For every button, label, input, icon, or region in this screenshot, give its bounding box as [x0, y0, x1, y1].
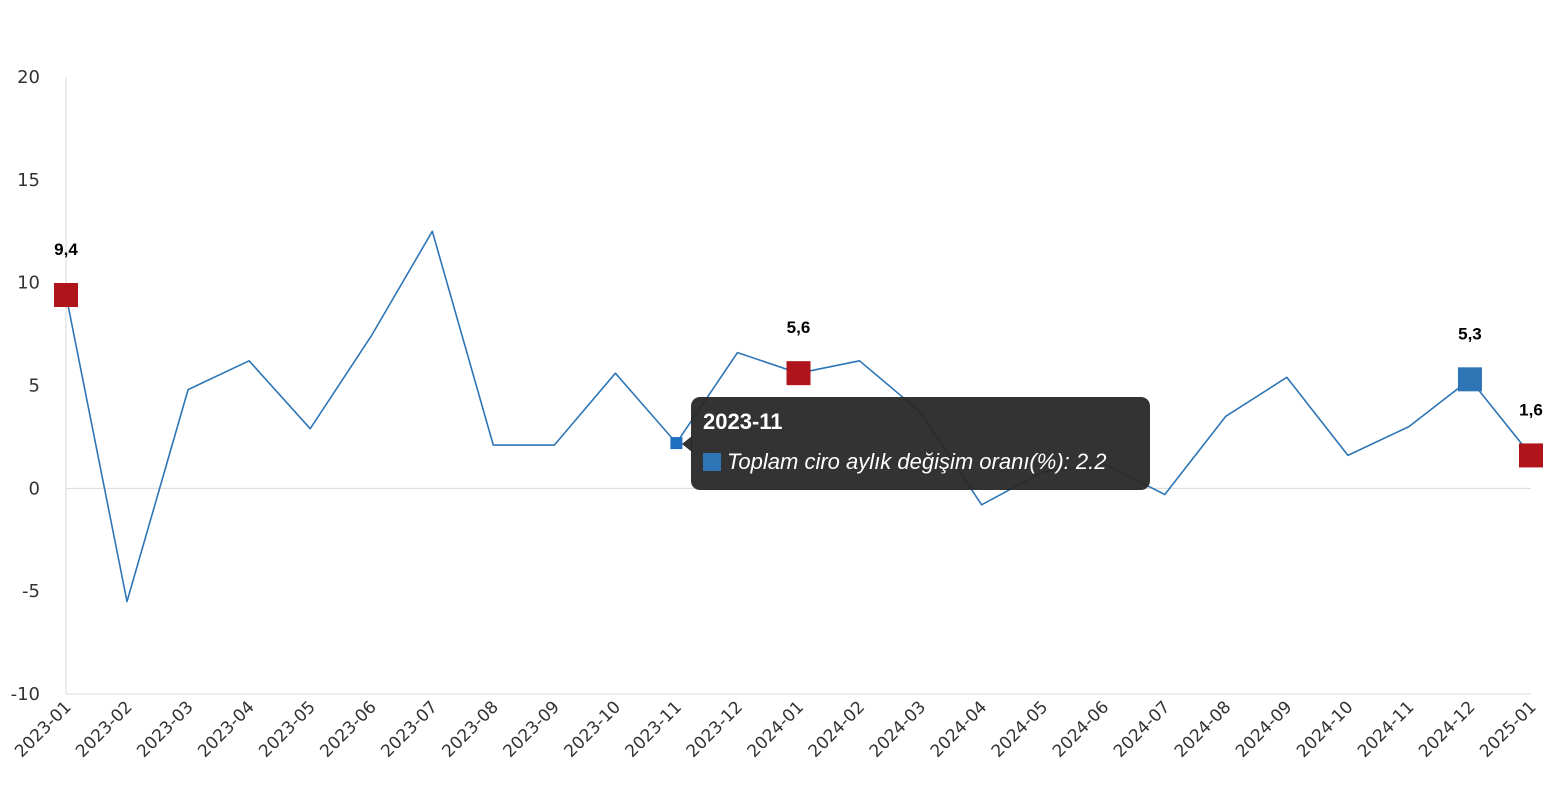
data-label: 5,6 [787, 318, 811, 337]
x-tick-label: 2024-09 [1232, 697, 1296, 761]
x-tick-label: 2024-08 [1171, 697, 1235, 761]
x-tick-label: 2023-06 [316, 697, 380, 761]
data-point[interactable] [243, 355, 255, 367]
y-axis-ticks: 20 15 10 5 0 -5 -10 [11, 67, 40, 705]
data-label: 5,3 [1458, 324, 1482, 343]
x-tick-label: 2023-08 [438, 697, 502, 761]
data-label: 9,4 [54, 240, 78, 259]
y-tick-label: -10 [11, 684, 40, 705]
x-tick-label: 2023-03 [133, 697, 197, 761]
y-tick-label: 10 [17, 273, 40, 294]
y-tick-label: -5 [22, 581, 40, 602]
data-point[interactable] [976, 499, 988, 511]
data-point[interactable] [426, 225, 438, 237]
data-labels: 9,4 5,6 5,3 1,6 [54, 240, 1543, 419]
tooltip-title: 2023-11 [703, 409, 783, 434]
x-tick-label: 2024-04 [927, 697, 991, 761]
y-tick-label: 0 [29, 478, 40, 499]
data-point[interactable] [854, 355, 866, 367]
x-tick-label: 2023-01 [11, 697, 75, 761]
tooltip-row: Toplam ciro aylık değişim oranı(%): 2.2 [703, 449, 1138, 475]
highlight-marker[interactable] [54, 283, 78, 308]
x-tick-label: 2025-01 [1476, 697, 1540, 761]
x-tick-label: 2023-04 [194, 697, 258, 761]
x-tick-label: 2024-07 [1110, 697, 1174, 761]
x-tick-label: 2024-12 [1415, 697, 1479, 761]
x-tick-label: 2024-02 [805, 697, 869, 761]
tooltip-arrow [682, 436, 692, 452]
data-point[interactable] [487, 439, 499, 451]
x-tick-label: 2024-10 [1293, 697, 1357, 761]
data-point[interactable] [365, 330, 377, 342]
data-point[interactable] [1403, 421, 1415, 433]
x-tick-label: 2023-02 [72, 697, 136, 761]
x-tick-label: 2024-01 [744, 697, 808, 761]
highlight-markers [54, 283, 1543, 468]
highlight-marker[interactable] [1457, 367, 1482, 392]
data-point[interactable] [182, 384, 194, 396]
x-tick-label: 2023-10 [561, 697, 625, 761]
x-tick-label: 2023-07 [377, 697, 441, 761]
data-point[interactable] [304, 423, 316, 435]
data-point[interactable] [1159, 489, 1171, 501]
x-axis-ticks: 2023-012023-022023-032023-042023-052023-… [11, 697, 1540, 761]
data-point[interactable] [731, 347, 743, 359]
data-point[interactable] [1220, 410, 1232, 422]
y-tick-label: 5 [29, 376, 40, 397]
data-point[interactable] [1281, 371, 1293, 383]
y-tick-label: 15 [17, 170, 40, 191]
hover-point-marker[interactable] [670, 437, 683, 450]
highlight-marker[interactable] [1519, 443, 1543, 468]
data-label: 1,6 [1519, 400, 1543, 419]
x-tick-label: 2023-05 [255, 697, 319, 761]
tooltip-text: Toplam ciro aylık değişim oranı(%): 2.2 [727, 449, 1107, 474]
data-point[interactable] [609, 367, 621, 379]
x-tick-label: 2024-05 [988, 697, 1052, 761]
highlight-marker[interactable] [786, 361, 811, 386]
x-tick-label: 2024-06 [1049, 697, 1113, 761]
x-tick-label: 2023-09 [500, 697, 564, 761]
data-point[interactable] [548, 439, 560, 451]
y-tick-label: 20 [17, 67, 40, 88]
chart-axes [65, 77, 1531, 695]
tooltip: 2023-11 Toplam ciro aylık değişim oranı(… [691, 397, 1150, 490]
x-tick-label: 2023-11 [622, 697, 686, 761]
series-color-swatch [703, 453, 721, 471]
data-point[interactable] [121, 595, 133, 607]
data-point[interactable] [1342, 449, 1354, 461]
x-tick-label: 2023-12 [683, 697, 747, 761]
x-tick-label: 2024-03 [866, 697, 930, 761]
x-tick-label: 2024-11 [1354, 697, 1418, 761]
